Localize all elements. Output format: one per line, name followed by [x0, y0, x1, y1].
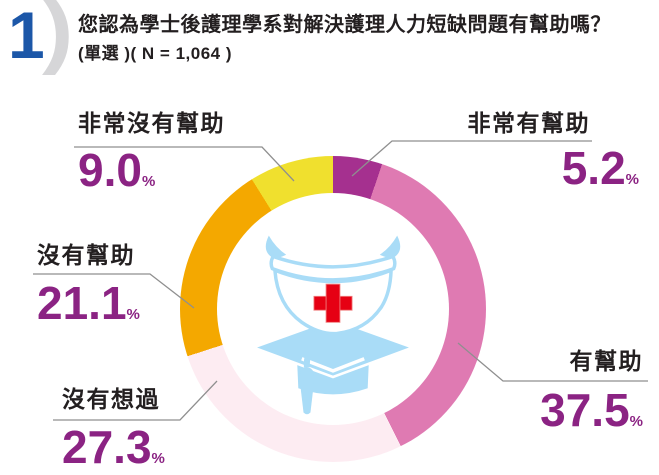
percent-sign: % — [629, 413, 643, 430]
question-number: 1 — [8, 0, 45, 72]
percent-sign: % — [126, 306, 140, 323]
donut-center — [217, 193, 449, 425]
question-number-bracket: ) — [42, 0, 74, 76]
question-subtitle: (單選 )( N = 1,064 ) — [78, 44, 233, 63]
percent-sign: % — [625, 171, 639, 188]
segment-label-helpful: 有幫助 — [569, 348, 643, 374]
segment-value-very-helpful: 5.2% — [561, 142, 639, 194]
segment-label-very-unhelpful: 非常沒有幫助 — [78, 110, 225, 136]
segment-value-never-thought: 27.3% — [62, 421, 165, 473]
segment-value-very-unhelpful: 9.0% — [78, 144, 156, 196]
percent-sign: % — [141, 173, 156, 190]
segment-label-very-helpful: 非常有幫助 — [467, 110, 590, 136]
segment-value-helpful: 37.5% — [540, 384, 643, 436]
segment-label-unhelpful: 沒有幫助 — [37, 242, 135, 268]
donut-chart — [180, 156, 486, 462]
question-title: 您認為學士後護理學系對解決護理人力短缺問題有幫助嗎？ — [78, 14, 611, 36]
percent-sign: % — [151, 450, 165, 467]
segment-label-never-thought: 沒有想過 — [62, 386, 160, 412]
red-cross-icon — [313, 283, 353, 323]
nurse-cap-graduation-icon — [249, 235, 417, 415]
segment-value-unhelpful: 21.1% — [37, 277, 140, 329]
